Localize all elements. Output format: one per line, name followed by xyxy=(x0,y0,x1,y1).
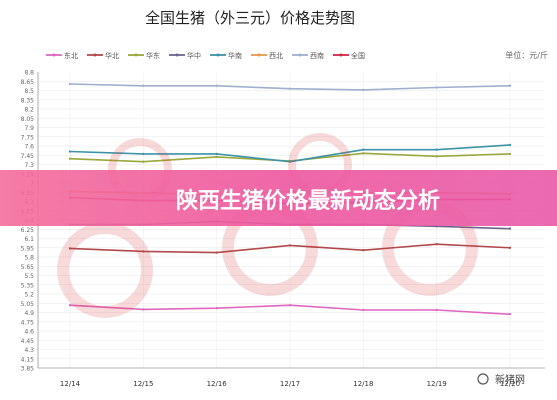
y-tick-label: 7.75 xyxy=(21,134,35,141)
y-tick-label: 8.35 xyxy=(21,97,35,104)
y-tick-label: 6.1 xyxy=(24,236,34,243)
series-point xyxy=(508,143,512,147)
x-tick-label: 12/14 xyxy=(60,380,81,388)
series-point xyxy=(362,88,365,92)
x-axis: 12/14 12/15 12/16 12/17 12/18 12/19 12/20 xyxy=(38,367,545,388)
series-point xyxy=(435,155,438,158)
series-point xyxy=(68,157,72,160)
legend-marker xyxy=(216,53,220,57)
series-point xyxy=(215,84,218,87)
series-point xyxy=(508,227,512,230)
legend-label: 华中 xyxy=(187,51,201,60)
series-point xyxy=(68,247,72,250)
legend-marker xyxy=(339,53,343,57)
y-tick-label: 8.5 xyxy=(24,88,34,95)
y-tick-label: 5.05 xyxy=(21,301,35,308)
y-tick-label: 5.2 xyxy=(24,292,34,299)
legend-label: 西南 xyxy=(310,51,324,60)
watermark-text: 新猪网 xyxy=(495,373,525,386)
chart-title: 全国生猪（外三元）价格走势图 xyxy=(145,9,355,27)
y-tick-label: 4.75 xyxy=(21,319,35,326)
legend-label: 华北 xyxy=(105,51,119,60)
y-tick-label: 7.3 xyxy=(24,162,34,169)
x-tick-label: 12/16 xyxy=(207,380,228,388)
legend-label: 东北 xyxy=(64,51,78,60)
series-point xyxy=(435,86,438,89)
legend-marker xyxy=(52,53,56,57)
watermark-logo: 新猪网 xyxy=(477,373,525,386)
wechat-icon xyxy=(477,373,489,385)
series-point xyxy=(215,307,218,310)
series-point xyxy=(68,150,72,153)
legend-marker xyxy=(257,53,261,57)
y-tick-label: 8.2 xyxy=(24,107,34,114)
title-banner xyxy=(0,170,557,226)
series-point xyxy=(288,304,292,307)
x-tick-label: 12/20 xyxy=(500,380,520,388)
series-point xyxy=(362,148,365,151)
y-tick-label: 5.65 xyxy=(21,264,35,271)
legend-marker xyxy=(298,53,302,57)
y-tick-label: 7.6 xyxy=(24,144,34,151)
legend-label: 华南 xyxy=(228,51,242,60)
y-tick-label: 4.45 xyxy=(21,338,35,345)
x-tick-label: 12/17 xyxy=(280,380,300,388)
y-tick-label: 8.05 xyxy=(21,116,35,123)
series-point xyxy=(362,248,365,252)
y-tick-label: 4.3 xyxy=(24,347,34,354)
series-point xyxy=(288,87,292,90)
series-point xyxy=(288,160,292,163)
x-tick-label: 12/19 xyxy=(427,380,447,388)
x-tick-label: 12/15 xyxy=(133,380,153,388)
series-point xyxy=(142,152,145,156)
series-point xyxy=(215,155,218,159)
series-point xyxy=(508,152,512,156)
series-point xyxy=(142,308,145,311)
legend-label: 华东 xyxy=(146,51,160,60)
series-point xyxy=(508,312,512,316)
y-tick-label: 5.8 xyxy=(24,255,34,262)
y-tick-label: 5.5 xyxy=(24,273,34,280)
series-point xyxy=(142,84,145,87)
series-point xyxy=(288,244,292,247)
series-point xyxy=(435,308,438,312)
y-tick-label: 3.85 xyxy=(21,366,35,373)
series-point xyxy=(435,148,438,151)
series-point xyxy=(362,152,365,155)
legend-label: 西北 xyxy=(269,52,283,60)
series-point xyxy=(508,84,512,87)
y-tick-label: 7.45 xyxy=(21,153,35,160)
series-point xyxy=(68,82,72,86)
series-point xyxy=(142,160,145,163)
y-tick-label: 4.15 xyxy=(21,356,35,363)
y-tick-label: 4.9 xyxy=(24,310,34,317)
series-point xyxy=(68,304,72,307)
y-tick-label: 4.6 xyxy=(24,329,34,336)
y-tick-label: 8.65 xyxy=(21,79,35,86)
legend-marker xyxy=(93,53,97,57)
series-point xyxy=(508,246,512,250)
series-point xyxy=(142,250,145,253)
y-tick-label: 7.9 xyxy=(24,125,34,132)
series-point xyxy=(215,152,218,156)
y-tick-label: 6.25 xyxy=(21,227,35,234)
legend-marker xyxy=(175,53,179,57)
banner-text: 陕西生猪价格最新动态分析 xyxy=(176,188,440,214)
y-tick-label: 8.8 xyxy=(24,70,34,77)
series-point xyxy=(435,243,438,246)
y-tick-label: 5.95 xyxy=(21,245,35,252)
legend-marker xyxy=(134,53,138,57)
series-point xyxy=(215,251,218,254)
y-tick-label: 5.35 xyxy=(21,282,35,289)
unit-label: 单位：元/斤 xyxy=(505,50,548,60)
series-point xyxy=(362,308,365,312)
legend: 东北 华北 华东 华中 华南 西北 西南 全国 xyxy=(46,51,365,60)
x-tick-label: 12/18 xyxy=(353,380,373,388)
legend-label: 全国 xyxy=(351,51,365,60)
